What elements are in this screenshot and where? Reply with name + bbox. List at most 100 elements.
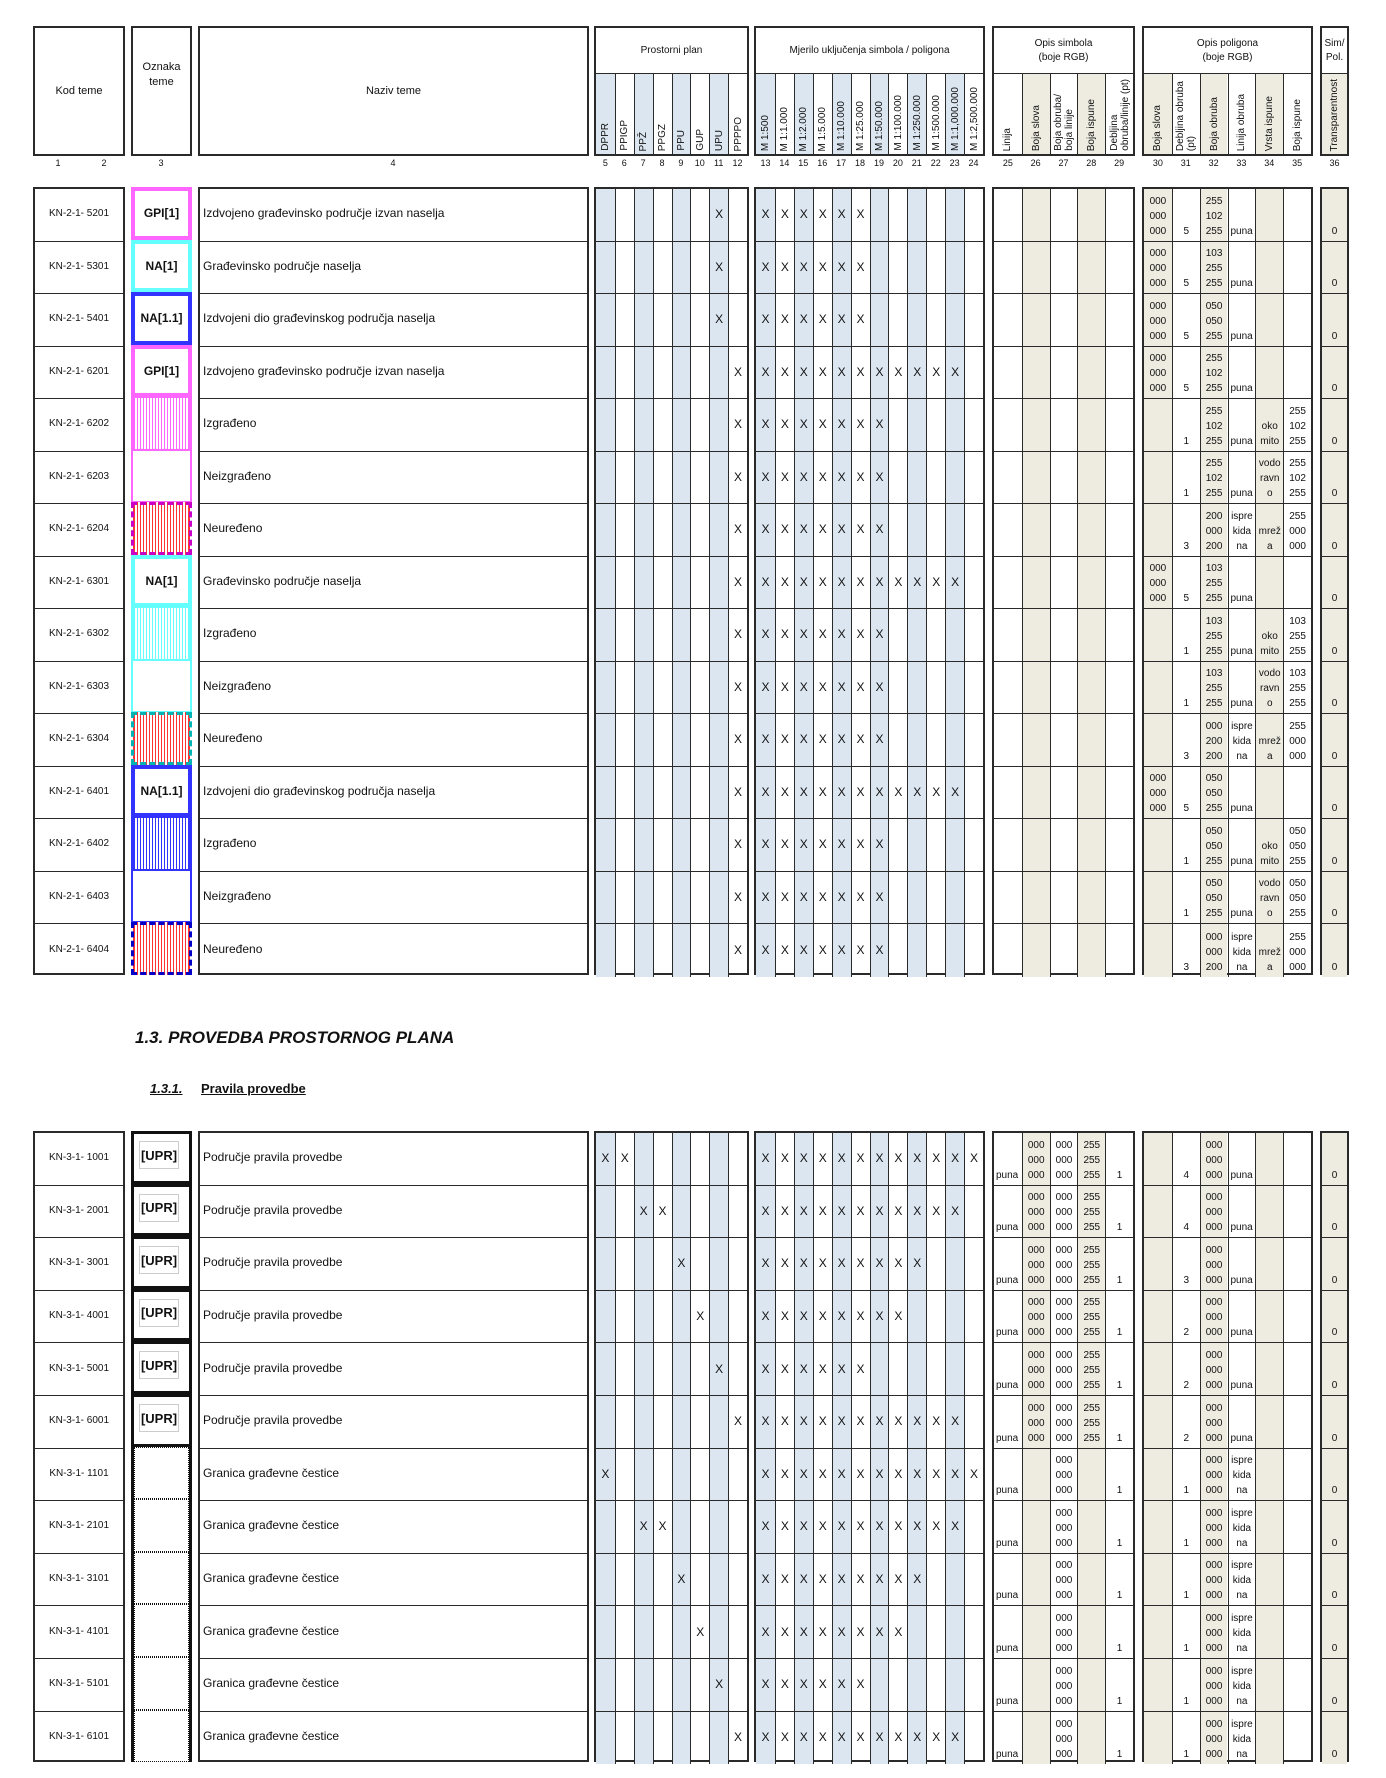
polygon-column-header: Boja slova bbox=[1144, 74, 1172, 154]
polygon-value bbox=[1283, 1501, 1311, 1553]
empty-cell bbox=[888, 714, 907, 766]
mark-x: X bbox=[728, 451, 747, 503]
polygon-value bbox=[1283, 1396, 1311, 1448]
empty-cell bbox=[614, 1396, 634, 1448]
mark-x: X bbox=[831, 189, 851, 241]
symbol-value bbox=[1049, 189, 1078, 241]
polygon-value: puna bbox=[1227, 1396, 1256, 1448]
mark-x: X bbox=[756, 1606, 775, 1658]
empty-cell bbox=[652, 1396, 672, 1448]
table-row: puna 000 000 000 000 000 000 255 255 255 1 bbox=[994, 1185, 1133, 1239]
table-row: Granica građevne čestice bbox=[200, 1712, 587, 1765]
theme-name: Izgrađeno bbox=[203, 626, 257, 641]
table-row: KN-2-1- 6304 bbox=[35, 714, 123, 767]
empty-cell bbox=[671, 661, 691, 713]
empty-cell bbox=[945, 189, 965, 241]
empty-cell bbox=[964, 1185, 983, 1238]
table-row: KN-3-1- 1001 bbox=[35, 1133, 123, 1186]
mark-x: X bbox=[812, 714, 832, 766]
scale-column-header: M 1:500 bbox=[756, 74, 775, 154]
theme-code: KN-2-1- 5301 bbox=[48, 260, 110, 272]
mark-x: X bbox=[756, 871, 775, 923]
empty-cell bbox=[888, 399, 907, 451]
column-number: 4 bbox=[390, 158, 396, 168]
theme-code: KN-3-1- 4001 bbox=[48, 1310, 110, 1322]
table-row: Izdvojeno građevinsko područje izvan nas… bbox=[200, 347, 587, 399]
polygon-value bbox=[1144, 1659, 1172, 1711]
theme-code: KN-2-1- 6304 bbox=[48, 733, 110, 745]
empty-cell bbox=[652, 399, 672, 451]
polygon-value: 3 bbox=[1171, 504, 1200, 556]
polygon-value: 4 bbox=[1171, 1133, 1200, 1185]
symbol-value bbox=[1077, 871, 1106, 923]
polygon-value: 000 000 000 bbox=[1199, 1711, 1228, 1765]
polygon-value: puna bbox=[1227, 766, 1256, 818]
polygon-value: 000 200 200 bbox=[1199, 714, 1228, 766]
empty-cell bbox=[690, 1133, 709, 1185]
symbol-value: puna bbox=[996, 1169, 1019, 1181]
table-row: 0 bbox=[1322, 766, 1347, 819]
symbol-value bbox=[1021, 189, 1050, 241]
empty-cell bbox=[926, 871, 945, 923]
empty-cell bbox=[671, 1501, 691, 1553]
symbol-value bbox=[1105, 241, 1133, 293]
empty-cell bbox=[652, 504, 672, 556]
table-row: 3 000 000 000 puna bbox=[1144, 1238, 1311, 1291]
table-row: KN-2-1- 6404 bbox=[35, 924, 123, 977]
table-row: puna 000 000 000 000 000 000 255 255 255 1 bbox=[994, 1290, 1133, 1344]
polygon-value bbox=[1255, 1501, 1284, 1553]
table-row: Izgrađeno bbox=[200, 399, 587, 452]
polygon-value: puna bbox=[1227, 294, 1256, 346]
symbol-value bbox=[1021, 1711, 1050, 1765]
empty-cell bbox=[690, 1185, 709, 1238]
polygon-value: 000 000 000 bbox=[1199, 1343, 1228, 1395]
polygon-value: 103 255 255 bbox=[1199, 661, 1228, 713]
plan-column-header: PPIGP bbox=[614, 74, 634, 154]
empty-cell bbox=[671, 1711, 691, 1765]
symbol-value: 000 000 000 bbox=[1049, 1238, 1078, 1290]
mark-x: X bbox=[774, 1343, 794, 1395]
column-header-label: Debljina obruba/linije (pt) bbox=[1108, 79, 1131, 151]
mark-x: X bbox=[793, 714, 813, 766]
polygon-value bbox=[1255, 1711, 1284, 1765]
table-row: 0 bbox=[1322, 1185, 1347, 1239]
empty-cell bbox=[652, 346, 672, 398]
symbol-value bbox=[994, 924, 1022, 977]
mark-x: X bbox=[793, 241, 813, 293]
table-row bbox=[994, 714, 1133, 767]
column-header-label: Linija bbox=[1002, 127, 1014, 151]
mark-x: X bbox=[812, 766, 832, 818]
symbol-value: puna bbox=[996, 1485, 1019, 1497]
table-row bbox=[994, 766, 1133, 819]
polygon-column-header: Debljina obruba (pt) bbox=[1171, 74, 1200, 154]
theme-symbol bbox=[134, 1657, 189, 1710]
empty-cell bbox=[671, 504, 691, 556]
empty-cell bbox=[709, 766, 729, 818]
empty-cell bbox=[671, 399, 691, 451]
symbol-value bbox=[1077, 609, 1106, 661]
empty-cell bbox=[596, 399, 615, 451]
theme-code: KN-2-1- 6203 bbox=[48, 470, 110, 482]
mark-x: X bbox=[850, 924, 870, 977]
empty-cell bbox=[709, 871, 729, 923]
mark-x: X bbox=[774, 189, 794, 241]
mark-x: X bbox=[812, 346, 832, 398]
empty-cell bbox=[926, 1553, 945, 1606]
mark-x: X bbox=[945, 1501, 965, 1553]
empty-cell bbox=[614, 1659, 634, 1711]
symbol-value: 1 bbox=[1105, 1606, 1133, 1658]
symbol-value: 1 bbox=[1105, 1133, 1133, 1185]
mark-x: X bbox=[774, 1448, 794, 1501]
theme-name: Područje pravila provedbe bbox=[203, 1150, 343, 1165]
symbol-value: 1 bbox=[1105, 1396, 1133, 1448]
theme-code: KN-2-1- 6404 bbox=[48, 943, 110, 955]
table-row: 3 200 000 200 ispre kida na mrež a 255 000 0… bbox=[1144, 504, 1311, 557]
table-row: 2 000 000 000 puna bbox=[1144, 1396, 1311, 1449]
theme-name: Područje pravila provedbe bbox=[203, 1255, 343, 1270]
transparency-value: 0 bbox=[1322, 1553, 1347, 1606]
empty-cell bbox=[671, 1185, 691, 1238]
